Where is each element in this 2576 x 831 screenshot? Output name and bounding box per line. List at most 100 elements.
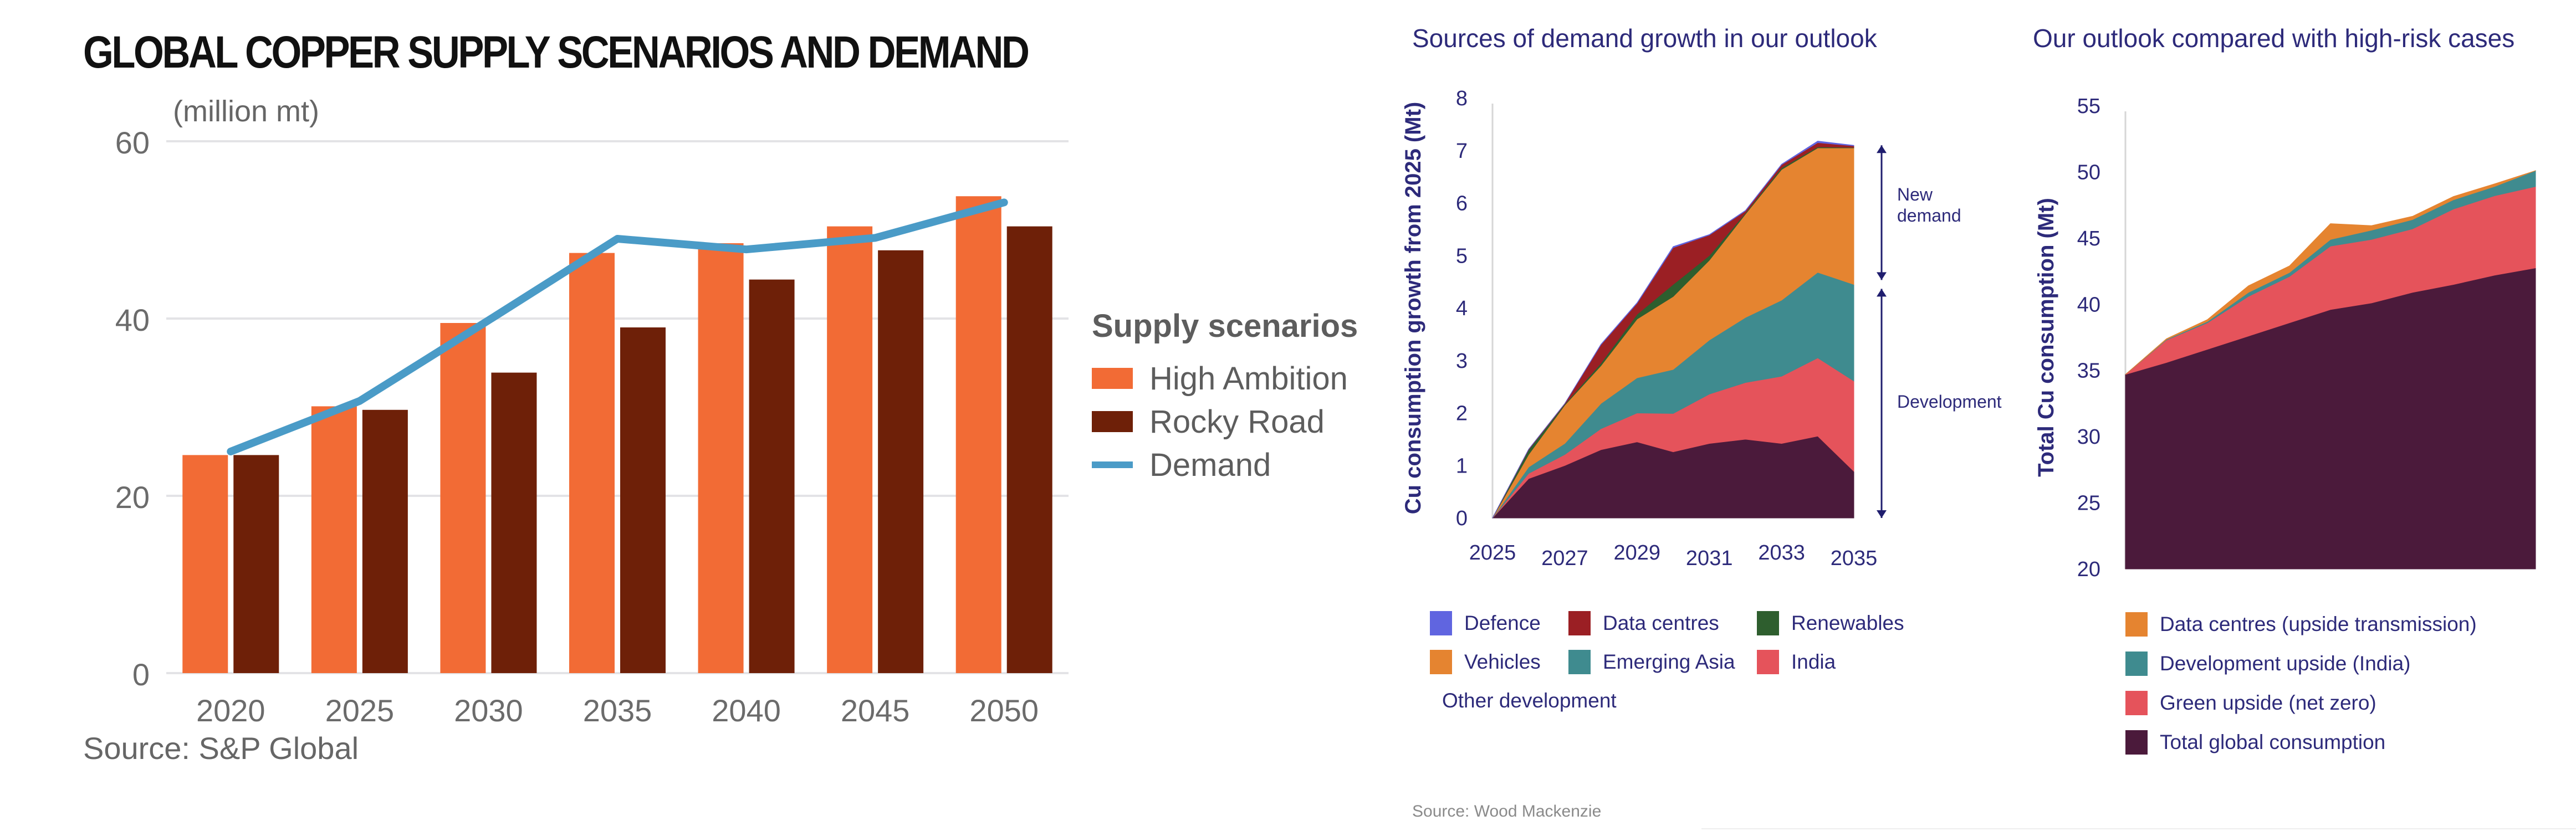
y-tick-label: 60 <box>115 125 150 160</box>
x-tick-label: 2045 <box>841 693 910 728</box>
x-tick-label: 2027 <box>1541 547 1588 570</box>
legend-item-renewables: Renewables <box>1757 611 1923 635</box>
legend-label: Rocky Road <box>1149 403 1325 440</box>
bar-rocky-road <box>491 372 537 673</box>
x-tick-label: 2029 <box>1614 541 1661 565</box>
legend-item-emerging-asia: Emerging Asia <box>1568 650 1757 674</box>
annotation-label-line: demand <box>1897 206 1961 225</box>
legend-label: High Ambition <box>1149 360 1348 397</box>
india-swatch <box>1757 650 1779 674</box>
data-centres-swatch <box>1568 611 1591 635</box>
area-total-global-consumption <box>2125 268 2536 570</box>
y-axis-title: Total Cu consumption (Mt) <box>2034 198 2058 477</box>
bar-rocky-road <box>620 327 666 673</box>
source-note: Source: S&P Global <box>83 731 359 766</box>
demand-growth-area-chart: 0 1 2 3 4 5 6 7 8 2025 2027 2029 2031 2033 2035 Cu cons… <box>1401 87 2002 570</box>
y-tick-label: 1 <box>1456 454 1468 478</box>
y-tick-label: 6 <box>1456 192 1468 216</box>
y-tick-label: 30 <box>2077 425 2100 449</box>
bar-rocky-road <box>878 250 924 673</box>
y-tick-label: 0 <box>132 657 150 692</box>
development-upside-india-swatch <box>2125 652 2148 676</box>
x-tick-label: 2035 <box>1831 547 1878 570</box>
legend-item-data-centres: Data centres <box>1568 611 1757 635</box>
x-tick-label: 2031 <box>1686 547 1733 570</box>
legend-label: Development upside (India) <box>2160 652 2411 675</box>
y-tick-label: 45 <box>2077 227 2100 250</box>
legend-label: India <box>1791 650 1836 673</box>
legend-label: Data centres (upside transmission) <box>2160 613 2477 635</box>
y-tick-label: 40 <box>115 302 150 337</box>
y-tick-label: 20 <box>115 480 150 515</box>
legend-title: Supply scenarios <box>1092 308 1358 344</box>
demand-growth-legend: Defence Data centres Renewables Vehicles Eme… <box>1430 611 1962 713</box>
bar-rocky-road <box>1006 226 1052 674</box>
x-tick-label: 2040 <box>712 693 781 728</box>
bar-rocky-road <box>233 455 279 673</box>
y-tick-label: 5 <box>1456 244 1468 268</box>
legend-label: Defence <box>1464 612 1541 634</box>
green-upside-net-zero-swatch <box>2125 691 2148 715</box>
annotation-label: Development <box>1897 392 2002 412</box>
supply-scenarios-legend: Supply scenarios High Ambition Rocky Roa… <box>1092 307 1358 486</box>
x-tick-label: 2035 <box>583 693 652 728</box>
legend-label: Green upside (net zero) <box>2160 691 2376 714</box>
y-tick-label: 40 <box>2077 293 2100 316</box>
arrow-down-icon <box>1877 272 1887 280</box>
legend-item-development-upside-india: Development upside (India) <box>2125 652 2477 676</box>
chart-title: Sources of demand growth in our outlook <box>1412 24 1877 53</box>
legend-item-vehicles: Vehicles <box>1430 650 1568 674</box>
y-tick-label: 3 <box>1456 350 1468 373</box>
area-data-centres-upside-transmission <box>2125 170 2536 375</box>
x-tick-label: 2033 <box>1758 541 1805 565</box>
bar-high-ambition <box>311 406 357 673</box>
bar-high-ambition <box>827 226 873 674</box>
y-tick-label: 2 <box>1456 402 1468 425</box>
bar-high-ambition <box>182 455 228 673</box>
bar-rocky-road <box>362 409 408 673</box>
defence-swatch <box>1430 611 1452 635</box>
bar-rocky-road <box>749 279 795 674</box>
y-tick-label: 0 <box>1456 507 1468 530</box>
arrow-up-icon <box>1877 289 1887 297</box>
arrow-up-icon <box>1877 145 1887 153</box>
high-ambition-swatch <box>1092 368 1133 389</box>
legend-item-demand: Demand <box>1092 443 1358 486</box>
legend-item-data-centres-upside-transmission: Data centres (upside transmission) <box>2125 612 2477 637</box>
legend-label: Demand <box>1149 447 1271 483</box>
vehicles-swatch <box>1430 650 1452 674</box>
legend-item-defence: Defence <box>1430 611 1568 635</box>
divider <box>1701 828 2576 829</box>
legend-label: Total global consumption <box>2160 731 2386 753</box>
y-tick-label: 8 <box>1456 87 1468 110</box>
x-tick-label: 2030 <box>454 693 523 728</box>
y-axis-unit-label: (million mt) <box>173 95 319 128</box>
legend-item-green-upside-net-zero: Green upside (net zero) <box>2125 691 2477 715</box>
legend-label: Vehicles <box>1464 650 1541 673</box>
y-tick-label: 35 <box>2077 360 2100 383</box>
renewables-swatch <box>1757 611 1779 635</box>
emerging-asia-swatch <box>1568 650 1591 674</box>
legend-item-total-global-consumption: Total global consumption <box>2125 730 2477 755</box>
rocky-road-swatch <box>1092 411 1133 432</box>
y-tick-label: 55 <box>2077 95 2100 118</box>
bar-high-ambition <box>955 196 1001 673</box>
source-note: Source: Wood Mackenzie <box>1412 802 1602 820</box>
legend-item-other-development: Other development <box>1430 689 1617 713</box>
chart-title: Our outlook compared with high-risk case… <box>2033 24 2515 53</box>
y-tick-label: 7 <box>1456 140 1468 163</box>
legend-item-rocky-road: Rocky Road <box>1092 400 1358 443</box>
bar-high-ambition <box>440 323 486 673</box>
legend-label: Other development <box>1442 689 1617 712</box>
outlook-area-chart: 2025303540455055202520272029203120332035… <box>2034 95 2536 581</box>
x-tick-label: 2020 <box>196 693 265 728</box>
bar-high-ambition <box>698 243 744 673</box>
bar-high-ambition <box>569 253 615 674</box>
x-tick-label: 2050 <box>969 693 1039 728</box>
y-tick-label: 4 <box>1456 297 1468 320</box>
demand-line-swatch <box>1092 461 1133 468</box>
y-tick-label: 20 <box>2077 558 2100 581</box>
data-centres-upside-transmission-swatch <box>2125 612 2148 637</box>
legend-label: Renewables <box>1791 612 1904 634</box>
